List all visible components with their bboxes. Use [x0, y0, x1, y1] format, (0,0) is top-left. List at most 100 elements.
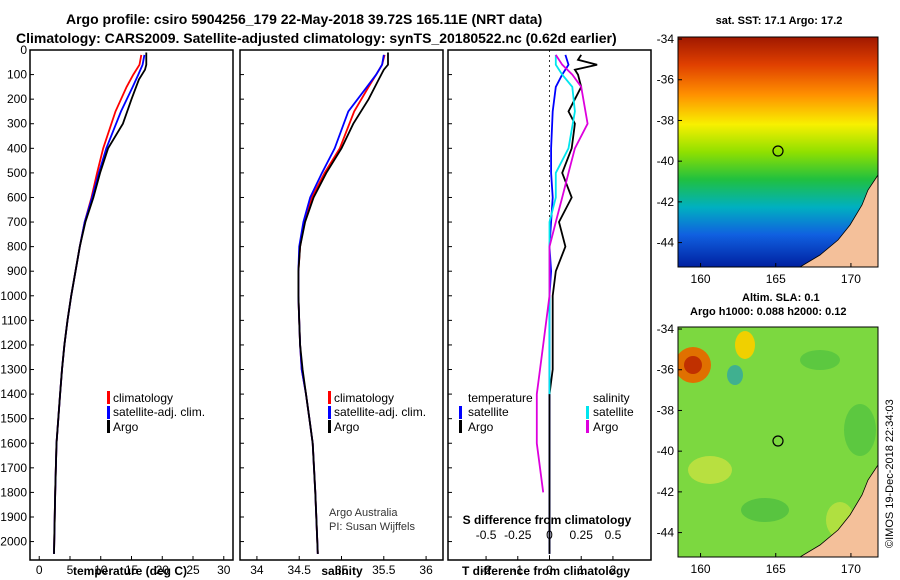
lon-tick-label: 165: [766, 272, 786, 286]
difference-plot: -2 -1 0 1 2-0.5 -0.25 0 0.25 0.5: [476, 50, 622, 577]
s-diff-tick-label: 0.25: [570, 528, 594, 542]
depth-tick-label: 1900: [0, 510, 27, 524]
legend-satellite-label: satellite-adj. clim.: [334, 405, 426, 419]
legend-s-satellite-label: satellite: [593, 405, 634, 419]
s-diff-tick-label: -0.25: [504, 528, 532, 542]
sst-map-title: sat. SST: 17.1 Argo: 17.2: [716, 15, 843, 27]
temperature-panel: [29, 49, 234, 561]
depth-tick-label: 1500: [0, 412, 27, 426]
salinity-xlabel: salinity: [321, 564, 363, 578]
temperature-plot: 0 5 10 15 20 25 30: [36, 52, 231, 577]
x-tick-label: 20: [156, 563, 170, 577]
depth-tick-label: 1800: [0, 485, 27, 499]
legend-satellite-swatch: [328, 406, 331, 419]
x-tick-label: 30: [217, 563, 231, 577]
depth-tick-label: 400: [7, 141, 27, 155]
x-tick-label: 25: [186, 563, 200, 577]
x-tick-label: 2: [610, 563, 617, 577]
legend-climatology-swatch: [328, 391, 331, 404]
sla-anomaly: [684, 356, 702, 374]
series-satellite-adj-clim: [53, 54, 146, 554]
legend-temperature-heading: temperature: [468, 391, 533, 405]
x-tick-label: 10: [94, 563, 108, 577]
sla-anomaly: [741, 498, 789, 522]
x-tick-label: 0: [36, 563, 43, 577]
depth-tick-label: 1300: [0, 363, 27, 377]
s-diff-tick-label: -0.5: [476, 528, 497, 542]
legend-s-argo-label: Argo: [593, 420, 619, 434]
title-line-1: Argo profile: csiro 5904256_179 22-May-2…: [66, 11, 542, 27]
depth-tick-label: 300: [7, 117, 27, 131]
lon-tick-label: 165: [766, 562, 786, 576]
x-tick-label: 1: [578, 563, 585, 577]
legend-climatology-label: climatology: [334, 391, 394, 405]
legend-argo-swatch: [328, 420, 331, 433]
depth-tick-label: 1400: [0, 387, 27, 401]
depth-tick-label: 500: [7, 166, 27, 180]
lon-tick-label: 160: [691, 562, 711, 576]
depth-tick-label: 1200: [0, 338, 27, 352]
sla-anomaly: [800, 350, 840, 370]
t-difference-xlabel: T difference from climatology: [462, 564, 630, 578]
legend-climatology-swatch: [107, 391, 110, 404]
depth-tick-label: 1600: [0, 436, 27, 450]
x-tick-label: 35.5: [372, 563, 396, 577]
x-tick-label: -1: [512, 563, 523, 577]
lat-tick-label: -38: [657, 403, 675, 417]
legend-satellite-label: satellite-adj. clim.: [113, 405, 205, 419]
land-new-zealand: [799, 464, 878, 557]
x-tick-label: -2: [481, 563, 492, 577]
depth-tick-label: 600: [7, 190, 27, 204]
legend-t-argo-swatch: [459, 420, 462, 433]
sla-anomaly: [844, 404, 876, 456]
series-argo: [297, 52, 389, 554]
legend-argo-swatch: [107, 420, 110, 433]
lat-tick-label: -42: [657, 195, 675, 209]
lat-tick-label: -40: [657, 154, 675, 168]
sla-map-title-2: Argo h1000: 0.088 h2000: 0.12: [690, 306, 847, 318]
sla-map-axes: 160 165 170 -34 -36 -38 -40 -42 -44: [657, 322, 862, 576]
x-tick-label: 5: [67, 563, 74, 577]
series-salinity-argo: [535, 54, 589, 493]
lon-tick-label: 170: [841, 272, 861, 286]
legend-s-argo-swatch: [586, 420, 589, 433]
depth-tick-label: 800: [7, 240, 27, 254]
credit-line-2: PI: Susan Wijffels: [329, 521, 415, 533]
lat-tick-label: -44: [657, 526, 675, 540]
sla-anomaly: [727, 365, 743, 385]
lat-tick-label: -36: [657, 363, 675, 377]
legend-s-satellite-swatch: [586, 406, 589, 419]
legend-salinity-heading: salinity: [593, 391, 630, 405]
x-tick-label: 15: [125, 563, 139, 577]
salinity-plot: 34 34.5 35 35.5 36: [250, 52, 433, 577]
x-tick-label: 36: [419, 563, 433, 577]
title-line-2: Climatology: CARS2009. Satellite-adjuste…: [16, 30, 617, 46]
series-salinity-satellite: [548, 54, 576, 395]
sla-anomaly: [688, 456, 732, 484]
credit-line-1: Argo Australia: [329, 507, 398, 519]
lat-tick-label: -38: [657, 113, 675, 127]
s-difference-xlabel: S difference from climatology: [463, 513, 632, 527]
profile-location-marker: [772, 435, 784, 447]
legend-satellite-swatch: [107, 406, 110, 419]
temperature-legend: climatology satellite-adj. clim. Argo: [107, 391, 205, 434]
lat-tick-label: -34: [657, 32, 675, 46]
depth-tick-label: 900: [7, 264, 27, 278]
sla-map: [678, 327, 878, 557]
legend-t-argo-label: Argo: [468, 420, 494, 434]
x-tick-label: 34: [250, 563, 264, 577]
land-new-zealand: [799, 174, 878, 267]
timestamp: ©IMOS 19-Dec-2018 22:34:03: [884, 399, 896, 548]
temperature-xlabel: temperature (deg C): [73, 564, 187, 578]
depth-tick-label: 100: [7, 68, 27, 82]
profile-location-marker: [772, 145, 784, 157]
lat-tick-label: -44: [657, 236, 675, 250]
difference-legend: temperature satellite Argo salinity sate…: [459, 391, 634, 434]
legend-climatology-label: climatology: [113, 391, 173, 405]
sst-map-axes: 160 165 170 -34 -36 -38 -40 -42 -44: [657, 32, 862, 286]
series-satellite-adj-clim: [297, 54, 385, 554]
sst-map: [678, 37, 878, 267]
depth-tick-label: 700: [7, 215, 27, 229]
depth-tick-label: 0: [20, 43, 27, 57]
series-argo: [53, 52, 148, 554]
